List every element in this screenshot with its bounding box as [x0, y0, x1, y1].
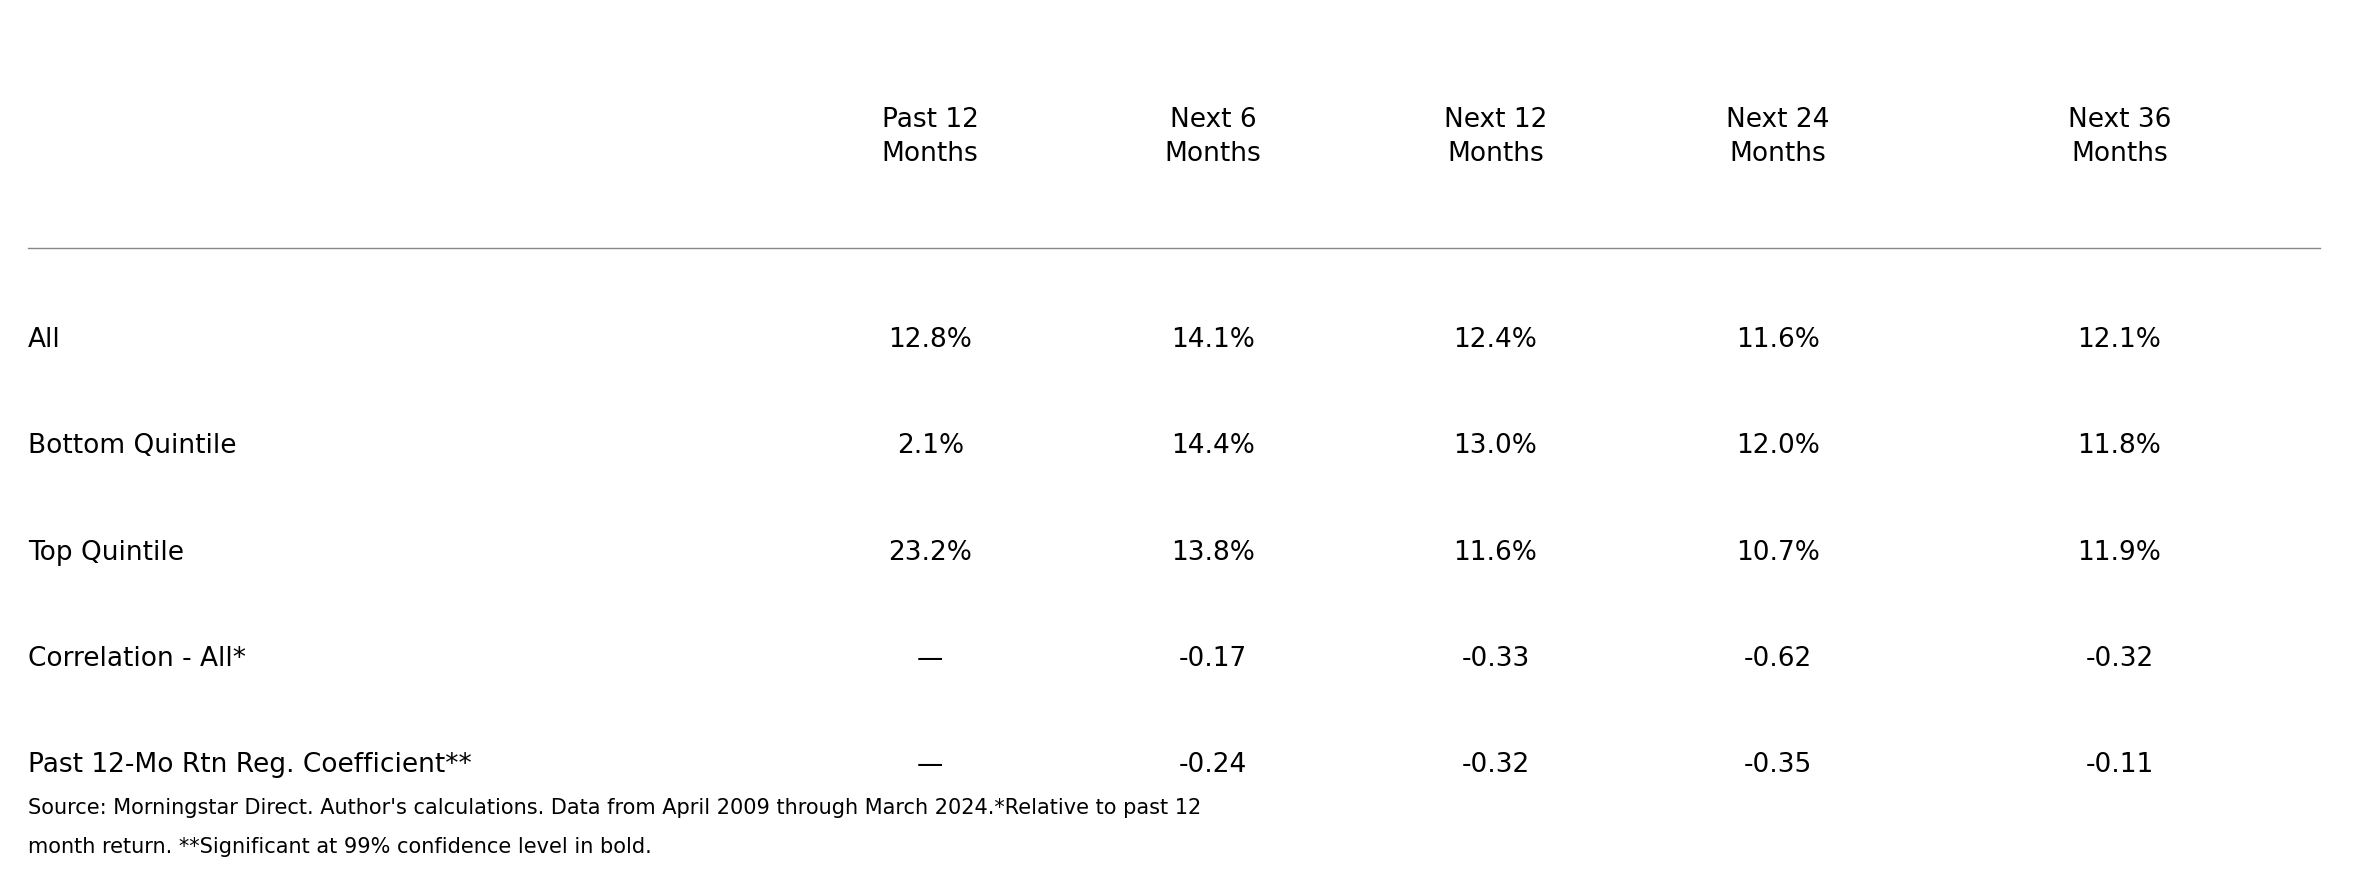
Text: 13.8%: 13.8%: [1170, 539, 1255, 566]
Text: Next 6
Months: Next 6 Months: [1163, 107, 1262, 167]
Text: Next 12
Months: Next 12 Months: [1444, 107, 1547, 167]
Text: 14.4%: 14.4%: [1170, 433, 1255, 460]
Text: month return. **Significant at 99% confidence level in bold.: month return. **Significant at 99% confi…: [28, 837, 652, 857]
Text: 12.4%: 12.4%: [1453, 327, 1538, 354]
Text: 2.1%: 2.1%: [897, 433, 963, 460]
Text: Past 12
Months: Past 12 Months: [881, 107, 980, 167]
Text: —: —: [916, 751, 944, 778]
Text: -0.62: -0.62: [1745, 645, 1811, 672]
Text: 12.0%: 12.0%: [1736, 433, 1820, 460]
Text: -0.32: -0.32: [2087, 645, 2152, 672]
Text: -0.33: -0.33: [1462, 645, 1528, 672]
Text: 11.6%: 11.6%: [1453, 539, 1538, 566]
Text: -0.11: -0.11: [2087, 751, 2152, 778]
Text: Next 24
Months: Next 24 Months: [1726, 107, 1830, 167]
Text: -0.17: -0.17: [1180, 645, 1246, 672]
Text: Next 36
Months: Next 36 Months: [2068, 107, 2171, 167]
Text: 13.0%: 13.0%: [1453, 433, 1538, 460]
Text: All: All: [28, 327, 61, 354]
Text: Past 12-Mo Rtn Reg. Coefficient**: Past 12-Mo Rtn Reg. Coefficient**: [28, 751, 471, 778]
Text: Correlation - All*: Correlation - All*: [28, 645, 247, 672]
Text: -0.24: -0.24: [1180, 751, 1246, 778]
Text: 10.7%: 10.7%: [1736, 539, 1820, 566]
Text: 12.8%: 12.8%: [888, 327, 973, 354]
Text: Bottom Quintile: Bottom Quintile: [28, 433, 238, 460]
Text: 11.9%: 11.9%: [2077, 539, 2162, 566]
Text: Source: Morningstar Direct. Author's calculations. Data from April 2009 through : Source: Morningstar Direct. Author's cal…: [28, 797, 1201, 818]
Text: 12.1%: 12.1%: [2077, 327, 2162, 354]
Text: 11.8%: 11.8%: [2077, 433, 2162, 460]
Text: 14.1%: 14.1%: [1170, 327, 1255, 354]
Text: Top Quintile: Top Quintile: [28, 539, 184, 566]
Text: 11.6%: 11.6%: [1736, 327, 1820, 354]
Text: —: —: [916, 645, 944, 672]
Text: -0.35: -0.35: [1745, 751, 1811, 778]
Text: 23.2%: 23.2%: [888, 539, 973, 566]
Text: -0.32: -0.32: [1462, 751, 1528, 778]
